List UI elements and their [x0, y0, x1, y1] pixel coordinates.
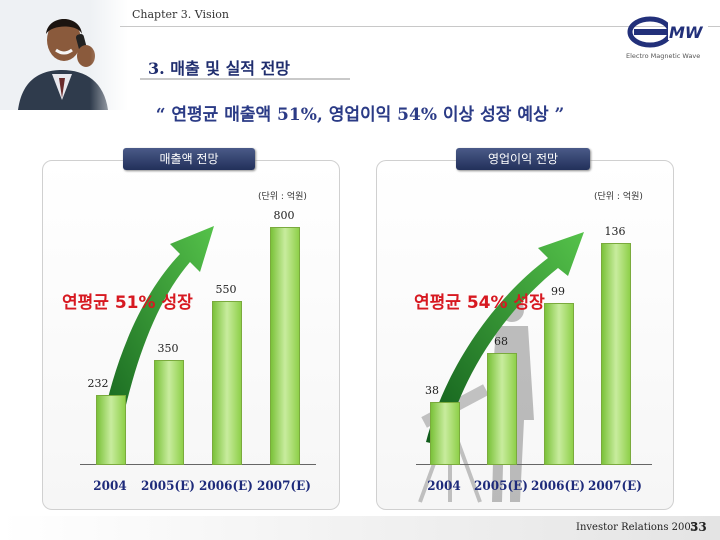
profit-value-label: 68 [494, 335, 508, 348]
footer-band [0, 516, 720, 540]
section-title-underline [140, 78, 350, 80]
businessman-photo [0, 0, 128, 110]
sales-value-label: 550 [215, 283, 237, 296]
profit-chart-baseline [416, 464, 652, 465]
sales-unit-label: (단위 : 억원) [258, 192, 307, 202]
profit-bar-2005(E) [487, 353, 517, 465]
header-divider [120, 26, 720, 27]
operating-profit-tag: 영업이익 전망 [456, 148, 590, 170]
company-logo: MW Electro Magnetic Wave [622, 10, 712, 66]
sales-value-label: 232 [87, 377, 109, 390]
profit-year-label: 2007(E) [588, 478, 642, 494]
sales-bar-2005(E) [154, 360, 184, 465]
sales-chart-baseline [80, 464, 316, 465]
chapter-label: Chapter 3. Vision [132, 8, 229, 21]
sales-year-label: 2005(E) [141, 478, 195, 494]
profit-value-label: 99 [551, 285, 565, 298]
sales-bar-2006(E) [212, 301, 242, 465]
sales-value-label: 800 [273, 209, 295, 222]
profit-value-label: 38 [425, 384, 439, 397]
sales-year-label: 2006(E) [199, 478, 253, 494]
profit-unit-label: (단위 : 억원) [594, 192, 643, 202]
sales-growth-label: 연평균 51% 성장 [62, 293, 193, 313]
sales-year-label: 2004 [93, 478, 127, 494]
profit-year-label: 2004 [427, 478, 461, 494]
profit-bar-2004 [430, 402, 460, 465]
logo-subtext: Electro Magnetic Wave [626, 52, 700, 60]
profit-bar-2007(E) [601, 243, 631, 465]
profit-year-label: 2006(E) [531, 478, 585, 494]
sales-year-label: 2007(E) [257, 478, 311, 494]
page-number: 33 [690, 520, 707, 534]
profit-value-label: 136 [604, 225, 626, 238]
sales-bar-2004 [96, 395, 126, 465]
emw-logo-icon: MW Electro Magnetic Wave [626, 16, 708, 60]
section-title: 3. 매출 및 실적 전망 [148, 59, 291, 78]
footer-text: Investor Relations 2005 [576, 522, 698, 533]
profit-bar-2006(E) [544, 303, 574, 465]
profit-growth-label: 연평균 54% 성장 [414, 293, 545, 313]
sales-value-label: 350 [157, 342, 179, 355]
logo-text: MW [669, 23, 704, 42]
sales-bar-2007(E) [270, 227, 300, 465]
profit-year-label: 2005(E) [474, 478, 528, 494]
sales-forecast-tag: 매출액 전망 [123, 148, 255, 170]
headline: “ 연평균 매출액 51%, 영업이익 54% 이상 성장 예상 ” [155, 105, 565, 125]
